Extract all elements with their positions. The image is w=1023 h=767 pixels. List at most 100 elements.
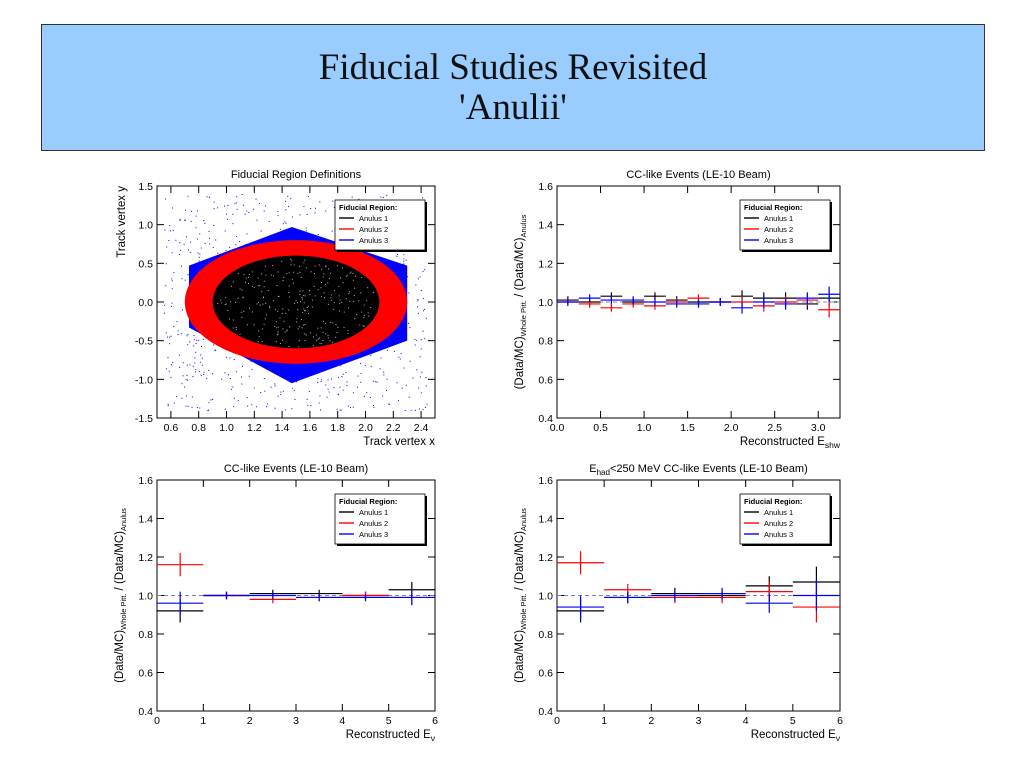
scatter-dot — [164, 229, 166, 231]
scatter-dot — [351, 196, 353, 198]
scatter-dot — [302, 295, 304, 297]
scatter-dot — [362, 324, 364, 326]
scatter-dot — [224, 304, 226, 306]
y-tick-label: -1.5 — [135, 413, 153, 425]
scatter-dot — [299, 301, 301, 303]
scatter-dot — [208, 230, 210, 232]
scatter-dot — [309, 290, 311, 292]
scatter-dot — [386, 378, 388, 380]
scatter-dot — [366, 300, 368, 302]
scatter-dot — [229, 246, 231, 248]
scatter-dot — [295, 300, 297, 302]
scatter-dot — [296, 321, 298, 323]
scatter-dot — [223, 205, 225, 207]
scatter-dot — [242, 297, 244, 299]
scatter-dot — [261, 273, 263, 275]
scatter-dot — [165, 332, 167, 334]
scatter-dot — [420, 392, 422, 394]
scatter-dot — [356, 386, 358, 388]
scatter-dot — [204, 242, 206, 244]
scatter-dot — [303, 333, 305, 335]
scatter-dot — [265, 302, 267, 304]
scatter-dot — [182, 309, 184, 311]
legend-box — [739, 199, 831, 251]
scatter-dot — [175, 239, 177, 241]
scatter-dot — [178, 354, 180, 356]
scatter-dot — [203, 371, 205, 373]
scatter-dot — [262, 296, 264, 298]
x-axis-label: Reconstructed Eν — [346, 729, 435, 743]
scatter-dot — [403, 258, 405, 260]
scatter-dot — [301, 297, 303, 299]
scatter-dot — [306, 214, 308, 216]
x-tick-label: 1.5 — [680, 422, 695, 434]
x-tick-label: 5 — [386, 715, 392, 727]
scatter-dot — [280, 393, 282, 395]
scatter-dot — [310, 208, 312, 210]
scatter-dot — [312, 306, 314, 308]
scatter-dot — [277, 310, 279, 312]
scatter-dot — [213, 344, 215, 346]
scatter-dot — [242, 204, 244, 206]
scatter-dot — [337, 326, 339, 328]
region-anulus-1 — [212, 255, 380, 349]
y-tick-label: 0.4 — [138, 706, 153, 718]
scatter-dot — [234, 203, 236, 205]
scatter-dot — [368, 315, 370, 317]
scatter-dot — [397, 253, 399, 255]
scatter-dot — [347, 274, 349, 276]
scatter-dot — [319, 201, 321, 203]
scatter-dot — [228, 374, 230, 376]
scatter-dot — [307, 404, 309, 406]
scatter-dot — [213, 201, 215, 203]
scatter-dot — [277, 210, 279, 212]
scatter-dot — [339, 299, 341, 301]
scatter-dot — [305, 334, 307, 336]
scatter-dot — [277, 331, 279, 333]
scatter-dot — [248, 211, 250, 213]
y-tick-label: 1.0 — [138, 220, 153, 232]
scatter-dot — [352, 406, 354, 408]
scatter-dot — [317, 233, 319, 235]
scatter-dot — [208, 196, 210, 198]
scatter-dot — [263, 286, 265, 288]
x-tick-label: 0.0 — [550, 422, 565, 434]
scatter-dot — [306, 398, 308, 400]
scatter-dot — [169, 343, 171, 345]
chart-title: CC-like Events (LE-10 Beam) — [224, 463, 368, 475]
scatter-dot — [262, 297, 264, 299]
scatter-dot — [182, 375, 184, 377]
scatter-dot — [180, 265, 182, 267]
scatter-dot — [171, 288, 173, 290]
scatter-dot — [304, 295, 306, 297]
scatter-dot — [304, 324, 306, 326]
scatter-dot — [298, 340, 300, 342]
scatter-dot — [172, 229, 174, 231]
y-axis-label: (Data/MC)Whole Pitt. / (Data/MC)Anulus — [114, 508, 128, 683]
scatter-dot — [370, 366, 372, 368]
scatter-dot — [256, 219, 258, 221]
scatter-dot — [242, 296, 244, 298]
scatter-dot — [352, 279, 354, 281]
scatter-dot — [195, 227, 197, 229]
scatter-dot — [358, 300, 360, 302]
scatter-dot — [203, 220, 205, 222]
scatter-dot — [369, 396, 371, 398]
x-tick-label: 6 — [432, 715, 438, 727]
scatter-dot — [309, 332, 311, 334]
scatter-dot — [420, 339, 422, 341]
scatter-dot — [277, 295, 279, 297]
scatter-dot — [302, 290, 304, 292]
scatter-dot — [425, 317, 427, 319]
scatter-dot — [299, 271, 301, 273]
scatter-dot — [240, 311, 242, 313]
scatter-dot — [170, 364, 172, 366]
scatter-dot — [302, 312, 304, 314]
scatter-dot — [325, 265, 327, 267]
legend-box — [334, 199, 426, 251]
scatter-dot — [286, 330, 288, 332]
x-tick-label: 1.0 — [219, 422, 234, 434]
scatter-dot — [229, 357, 231, 359]
scatter-dot — [184, 209, 186, 211]
scatter-dot — [338, 295, 340, 297]
